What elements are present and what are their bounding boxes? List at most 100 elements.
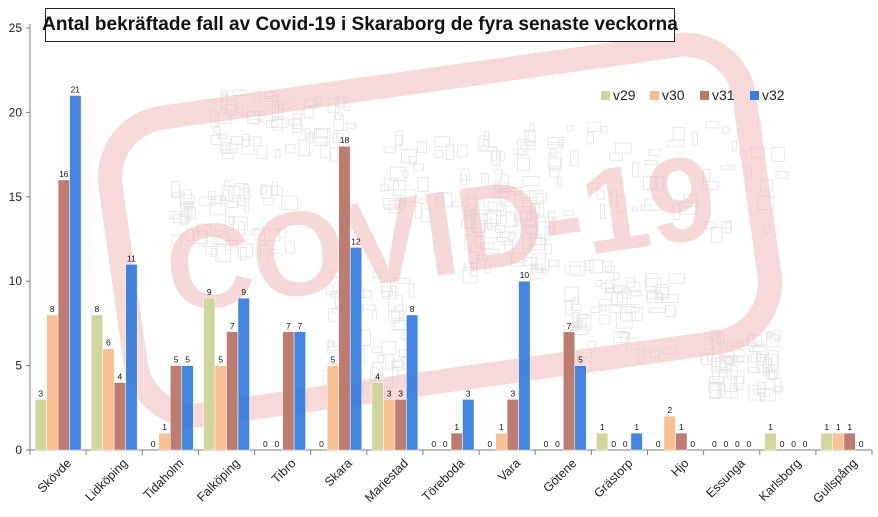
bars: [34, 95, 856, 451]
map-pattern-cell: [417, 141, 427, 153]
map-pattern-cell: [501, 231, 517, 246]
data-label-skovde-v30: 8: [50, 304, 55, 314]
map-pattern-cell: [727, 365, 738, 380]
map-pattern-cell: [434, 136, 450, 147]
map-pattern-cell: [394, 203, 405, 209]
map-pattern-cell: [464, 261, 474, 272]
map-pattern-cell: [242, 133, 250, 147]
map-pattern-cell: [520, 141, 536, 150]
chart-title: Antal bekräftade fall av Covid-19 i Skar…: [42, 14, 678, 35]
map-pattern-cell: [655, 293, 663, 301]
map-pattern-cell: [752, 344, 768, 358]
data-label-skovde-v29: 3: [38, 388, 43, 398]
map-pattern-cell: [408, 156, 417, 166]
bar-toreboda-v31: [450, 432, 463, 451]
map-pattern-cell: [315, 128, 328, 139]
map-pattern-cell: [179, 189, 193, 199]
map-pattern-cell: [330, 291, 339, 298]
map-pattern-cell: [500, 190, 516, 207]
map-pattern-cell: [649, 176, 664, 190]
map-pattern-cell: [479, 242, 494, 249]
legend-swatch-v32: [750, 91, 759, 100]
map-pattern-cell: [595, 280, 603, 287]
map-pattern-cell: [529, 123, 535, 131]
map-pattern-cell: [731, 140, 737, 152]
map-pattern-cell: [288, 118, 302, 126]
map-pattern-cell: [329, 147, 338, 162]
bar-gullspang-v29: [820, 432, 833, 451]
map-pattern-cell: [241, 139, 255, 155]
map-pattern-cell: [587, 121, 602, 132]
x-tick-label-gullspang: Gullspång: [810, 456, 860, 506]
map-pattern-cell: [264, 229, 281, 242]
map-pattern-cell: [435, 150, 443, 158]
data-label-tidaholm-v31: 5: [174, 355, 179, 365]
map-pattern-cell: [766, 331, 773, 338]
data-label-falkoping-v31: 7: [230, 321, 235, 331]
map-pattern-cell: [181, 208, 188, 218]
map-pattern-cell: [527, 130, 536, 142]
data-label-skovde-v31: 16: [59, 169, 69, 179]
map-pattern-cell: [270, 186, 283, 196]
map-pattern-cell: [494, 168, 503, 175]
map-pattern-cell: [775, 171, 789, 179]
map-pattern-cell: [272, 116, 283, 131]
map-pattern-cell: [260, 184, 267, 195]
map-pattern-cell: [732, 355, 749, 363]
map-pattern-cell: [420, 208, 432, 223]
map-pattern-cell: [631, 306, 643, 321]
data-label-lidkoping-v30: 6: [106, 338, 111, 348]
map-pattern-cell: [609, 152, 623, 162]
map-pattern-cell: [589, 259, 604, 274]
bar-skara-v30: [326, 365, 339, 451]
map-pattern-cell: [462, 266, 478, 284]
x-tick-label-skovde: Skövde: [35, 456, 74, 495]
map-pattern-cell: [722, 126, 730, 134]
map-pattern-cell: [494, 225, 505, 233]
bar-gotene-v32: [574, 365, 587, 451]
map-pattern-cell: [596, 189, 605, 200]
map-pattern-cell: [417, 176, 429, 192]
map-pattern-cell: [471, 210, 477, 216]
map-pattern-cell: [171, 192, 185, 198]
bar-vara-v30: [495, 432, 508, 451]
map-pattern-cell: [608, 304, 622, 314]
map-pattern-cell: [326, 341, 336, 353]
bar-gotene-v31: [563, 331, 576, 451]
map-pattern-cell: [452, 201, 469, 208]
bar-grastorp-v32: [630, 432, 643, 451]
map-pattern-cell: [631, 206, 637, 212]
map-pattern-cell: [765, 354, 779, 372]
map-pattern-cell: [768, 350, 779, 366]
y-tick-label: 25: [9, 21, 23, 35]
map-pattern-cell: [394, 199, 406, 207]
map-pattern-cell: [232, 216, 248, 231]
data-label-gotene-v32: 5: [578, 355, 583, 365]
map-pattern-cell: [613, 285, 625, 294]
map-pattern-cell: [383, 146, 396, 154]
map-pattern-cell: [524, 220, 537, 227]
map-pattern-cell: [617, 332, 630, 338]
map-pattern-cell: [564, 301, 572, 316]
data-label-hjo-v32: 0: [690, 439, 695, 449]
map-pattern-cell: [625, 276, 635, 289]
map-pattern-cell: [251, 229, 264, 236]
map-pattern-cell: [718, 383, 726, 398]
map-pattern-cell: [304, 128, 311, 139]
data-label-gotene-v29: 0: [544, 439, 549, 449]
map-pattern-cell: [572, 316, 579, 330]
map-pattern-cell: [587, 182, 600, 190]
map-pattern-cell: [500, 174, 510, 189]
map-pattern-cell: [238, 220, 246, 236]
map-pattern-cell: [524, 227, 538, 233]
data-label-lidkoping-v31: 4: [118, 372, 123, 382]
bar-mariestad-v32: [406, 314, 419, 451]
map-pattern-cell: [737, 356, 745, 362]
map-pattern-cell: [471, 223, 485, 233]
map-pattern-cell: [254, 228, 260, 240]
map-pattern-cell: [484, 131, 489, 141]
legend-label-v29: v29: [613, 87, 636, 103]
map-pattern-cell: [605, 265, 615, 273]
map-pattern-cell: [371, 346, 382, 353]
